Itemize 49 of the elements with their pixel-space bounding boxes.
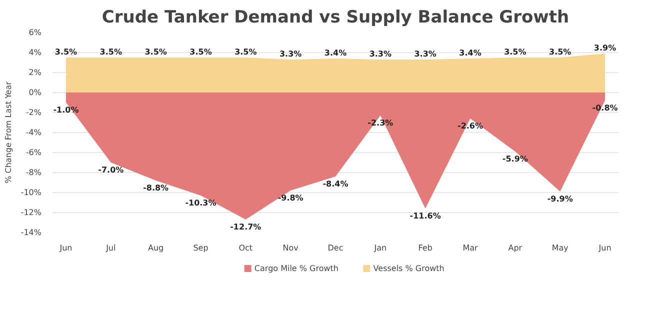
data-label: 3.3% — [414, 50, 436, 58]
x-tick-label: Mar — [462, 244, 479, 252]
x-tick-label: Dec — [328, 244, 344, 252]
y-tick-label: 2% — [28, 68, 42, 77]
data-label: -8.4% — [322, 180, 348, 188]
y-tick-label: -10% — [20, 188, 42, 197]
data-label: 3.5% — [54, 48, 78, 56]
data-label: -9.9% — [547, 194, 573, 204]
chart-title: Crude Tanker Demand vs Supply Balance Growth — [102, 8, 570, 28]
x-tick-label: Feb — [418, 244, 432, 252]
data-label: 3.5% — [504, 48, 526, 56]
legend-label: Cargo Mile % Growth — [254, 264, 339, 273]
x-tick-label: Apr — [508, 244, 523, 252]
y-axis-title: % Change From Last Year — [4, 80, 13, 184]
data-label: -11.6% — [410, 212, 441, 220]
y-tick-label: -2% — [26, 108, 42, 117]
data-label: -10.3% — [185, 198, 216, 208]
x-tick-label: Oct — [238, 244, 253, 252]
x-tick-label: Jun — [58, 244, 72, 252]
x-tick-label: Sep — [193, 244, 208, 252]
x-tick-label: Jun — [598, 244, 612, 252]
y-tick-label: -14% — [20, 228, 42, 237]
data-label: -12.7% — [230, 222, 262, 232]
data-label: 3.4% — [324, 48, 347, 58]
data-label: 3.3% — [279, 50, 302, 58]
data-label: -9.8% — [278, 194, 304, 202]
x-tick-label: Jan — [373, 244, 387, 252]
data-label: 3.9% — [594, 44, 616, 52]
data-label: 3.4% — [459, 48, 482, 58]
y-tick-label: -4% — [26, 128, 42, 137]
legend-label: Vessels % Growth — [373, 264, 444, 273]
y-tick-label: 4% — [28, 48, 42, 57]
data-label: 3.5% — [549, 48, 572, 56]
y-tick-label: 0% — [28, 88, 42, 97]
data-label: 3.3% — [369, 50, 392, 58]
y-tick-label: -8% — [26, 168, 42, 177]
data-label: -8.8% — [143, 184, 169, 192]
x-tick-label: Aug — [148, 244, 164, 252]
data-label: 3.5% — [100, 48, 122, 56]
data-label: 3.5% — [190, 48, 212, 56]
data-label: -7.0% — [98, 166, 124, 174]
data-label: 3.5% — [234, 48, 257, 56]
y-tick-label: 6% — [28, 28, 42, 37]
y-tick-label: -6% — [26, 148, 42, 157]
x-tick-label: May — [552, 244, 569, 252]
x-tick-label: Nov — [282, 244, 299, 252]
y-tick-label: -12% — [20, 208, 42, 217]
x-tick-label: Jul — [105, 244, 116, 252]
data-label: 3.5% — [144, 48, 167, 56]
